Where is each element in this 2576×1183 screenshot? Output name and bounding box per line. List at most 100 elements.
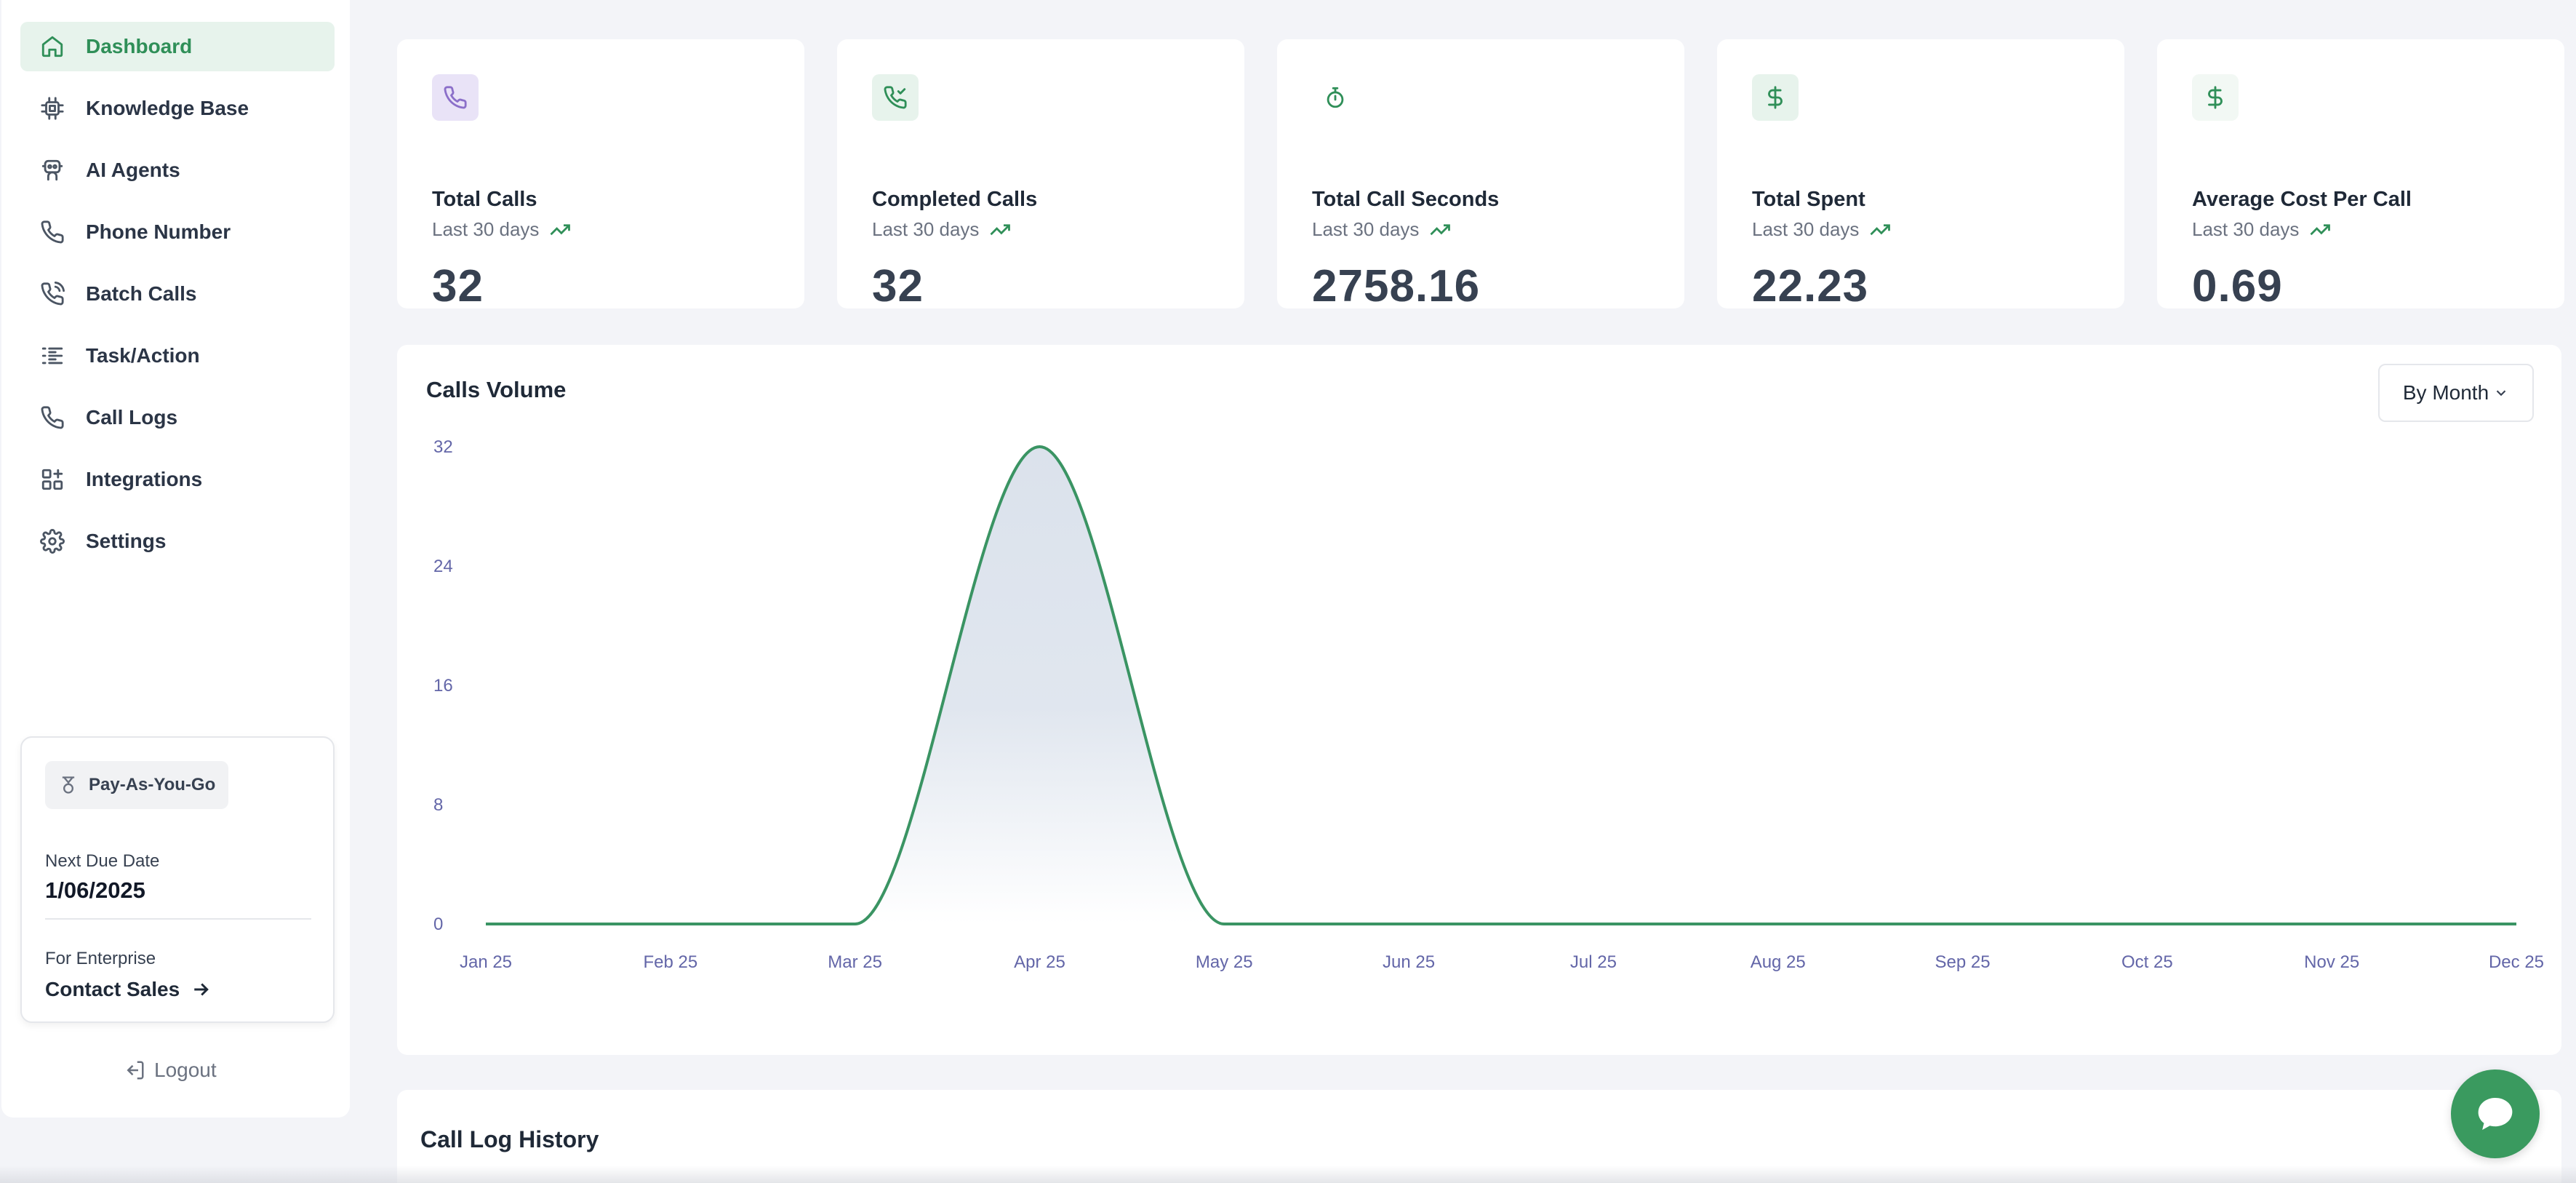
stat-period: Last 30 days: [1312, 218, 1451, 241]
stat-title: Average Cost Per Call: [2192, 188, 2412, 211]
sidebar-item-call-logs[interactable]: Call Logs: [20, 393, 335, 442]
trending-up-icon: [990, 223, 1011, 235]
stat-period-label: Last 30 days: [1752, 218, 1860, 240]
calls-volume-card: 0 8 16 24 32 Jan 25 Feb 25 Mar 25 Apr 25 May 25 Ju…: [397, 345, 2561, 1055]
gear-icon: [39, 528, 65, 554]
sidebar-item-settings[interactable]: Settings: [20, 517, 335, 566]
chat-button[interactable]: [2451, 1070, 2540, 1158]
stat-value: 0.69: [2192, 261, 2283, 311]
home-icon: [39, 33, 65, 60]
sidebar-item-integrations[interactable]: Integrations: [20, 455, 335, 504]
sidebar-item-dashboard[interactable]: Dashboard: [20, 22, 335, 71]
chip-icon: [39, 95, 65, 122]
x-tick-label: Dec 25: [2489, 952, 2544, 972]
sidebar-nav: Dashboard Knowledge Base AI Agents Phone…: [20, 22, 335, 578]
range-select[interactable]: By Month: [2378, 364, 2534, 422]
y-tick-label: 16: [433, 676, 453, 696]
blocks-icon: [39, 466, 65, 493]
y-tick-label: 24: [433, 557, 453, 576]
trending-up-icon: [1430, 223, 1451, 235]
x-tick-label: Mar 25: [828, 952, 882, 972]
plan-card: Pay-As-You-Go Next Due Date 1/06/2025 Fo…: [20, 736, 335, 1023]
stat-period-label: Last 30 days: [2192, 218, 2300, 240]
x-tick-label: Aug 25: [1751, 952, 1806, 972]
series-line: [486, 445, 2516, 925]
x-tick-label: Apr 25: [1014, 952, 1065, 972]
x-tick-label: Feb 25: [643, 952, 697, 972]
sidebar-item-label: Dashboard: [86, 35, 193, 57]
sidebar: Dashboard Knowledge Base AI Agents Phone…: [1, 0, 350, 1118]
x-tick-label: Jul 25: [1570, 952, 1617, 972]
sidebar-item-label: AI Agents: [86, 159, 180, 181]
stat-period: Last 30 days: [432, 218, 571, 241]
chevron-down-icon: [2496, 390, 2506, 397]
dollar-icon: [2192, 74, 2239, 121]
logout-icon: [127, 1061, 144, 1080]
phone-icon: [39, 219, 65, 245]
arrow-right-icon: [194, 983, 209, 996]
stat-period-label: Last 30 days: [432, 218, 540, 240]
sidebar-item-knowledge-base[interactable]: Knowledge Base: [20, 84, 335, 133]
sidebar-item-phone-number[interactable]: Phone Number: [20, 207, 335, 257]
stat-title: Completed Calls: [872, 188, 1038, 211]
stat-card-total-calls: Total Calls Last 30 days 32: [397, 39, 804, 311]
call-log-title: Call Log History: [420, 1126, 599, 1152]
enterprise-label: For Enterprise: [45, 949, 156, 968]
stat-title: Total Spent: [1752, 188, 1865, 211]
dollar-icon: [1752, 74, 1799, 121]
stat-period: Last 30 days: [1752, 218, 1891, 241]
robot-icon: [39, 157, 65, 183]
phone-icon: [39, 405, 65, 431]
stat-period-label: Last 30 days: [1312, 218, 1420, 240]
plan-icon: [62, 776, 75, 794]
logout-label: Logout: [154, 1059, 217, 1081]
plan-badge-label: Pay-As-You-Go: [89, 775, 216, 794]
sidebar-item-label: Call Logs: [86, 406, 178, 429]
timer-icon: [1312, 74, 1359, 121]
stat-value: 2758.16: [1312, 261, 1481, 311]
x-tick-label: Jun 25: [1383, 952, 1435, 972]
sidebar-item-batch-calls[interactable]: Batch Calls: [20, 269, 335, 319]
trending-up-icon: [550, 223, 571, 235]
chart-title: Calls Volume: [426, 377, 567, 402]
calls-volume-chart: 0 8 16 24 32 Jan 25 Feb 25 Mar 25 Apr 25 May 25 Ju…: [433, 437, 2544, 972]
stat-card-total-call-seconds: Total Call Seconds Last 30 days 2758.16: [1277, 39, 1684, 311]
contact-sales-link[interactable]: Contact Sales: [45, 978, 212, 1001]
stat-title: Total Calls: [432, 188, 537, 211]
phone-call-icon: [39, 281, 65, 307]
sidebar-item-label: Phone Number: [86, 220, 231, 243]
sidebar-item-label: Knowledge Base: [86, 97, 249, 119]
bottom-shade: [0, 1166, 2576, 1183]
range-select-value: By Month: [2402, 381, 2489, 404]
stat-card-total-spent: Total Spent Last 30 days 22.23: [1717, 39, 2124, 311]
y-tick-label: 32: [433, 437, 453, 457]
stat-value: 32: [872, 261, 924, 311]
x-tick-label: Sep 25: [1935, 952, 1991, 972]
trending-up-icon: [2310, 223, 2331, 235]
plan-badge: Pay-As-You-Go: [45, 761, 229, 809]
stat-period: Last 30 days: [2192, 218, 2331, 241]
stat-value: 22.23: [1752, 261, 1869, 311]
series-area: [486, 447, 2516, 924]
divider: [45, 918, 311, 920]
phone-icon: [432, 74, 479, 121]
sidebar-item-task-action[interactable]: Task/Action: [20, 331, 335, 381]
stat-period-label: Last 30 days: [872, 218, 980, 240]
sidebar-item-label: Batch Calls: [86, 282, 197, 305]
x-tick-label: Nov 25: [2304, 952, 2359, 972]
trending-up-icon: [1870, 223, 1891, 235]
phone-check-icon: [872, 74, 919, 121]
y-tick-label: 0: [433, 915, 443, 934]
x-tick-label: Oct 25: [2121, 952, 2173, 972]
sidebar-item-ai-agents[interactable]: AI Agents: [20, 146, 335, 195]
stat-period: Last 30 days: [872, 218, 1011, 241]
due-date-value: 1/06/2025: [45, 877, 145, 903]
chat-icon: [2478, 1098, 2513, 1130]
stat-title: Total Call Seconds: [1312, 188, 1500, 211]
stat-card-average-cost-per-call: Average Cost Per Call Last 30 days 0.69: [2157, 39, 2564, 311]
logout-button[interactable]: Logout: [124, 1059, 217, 1082]
stat-value: 32: [432, 261, 484, 311]
sidebar-item-label: Integrations: [86, 468, 203, 490]
sidebar-item-label: Settings: [86, 530, 167, 552]
due-date-label: Next Due Date: [45, 851, 160, 871]
